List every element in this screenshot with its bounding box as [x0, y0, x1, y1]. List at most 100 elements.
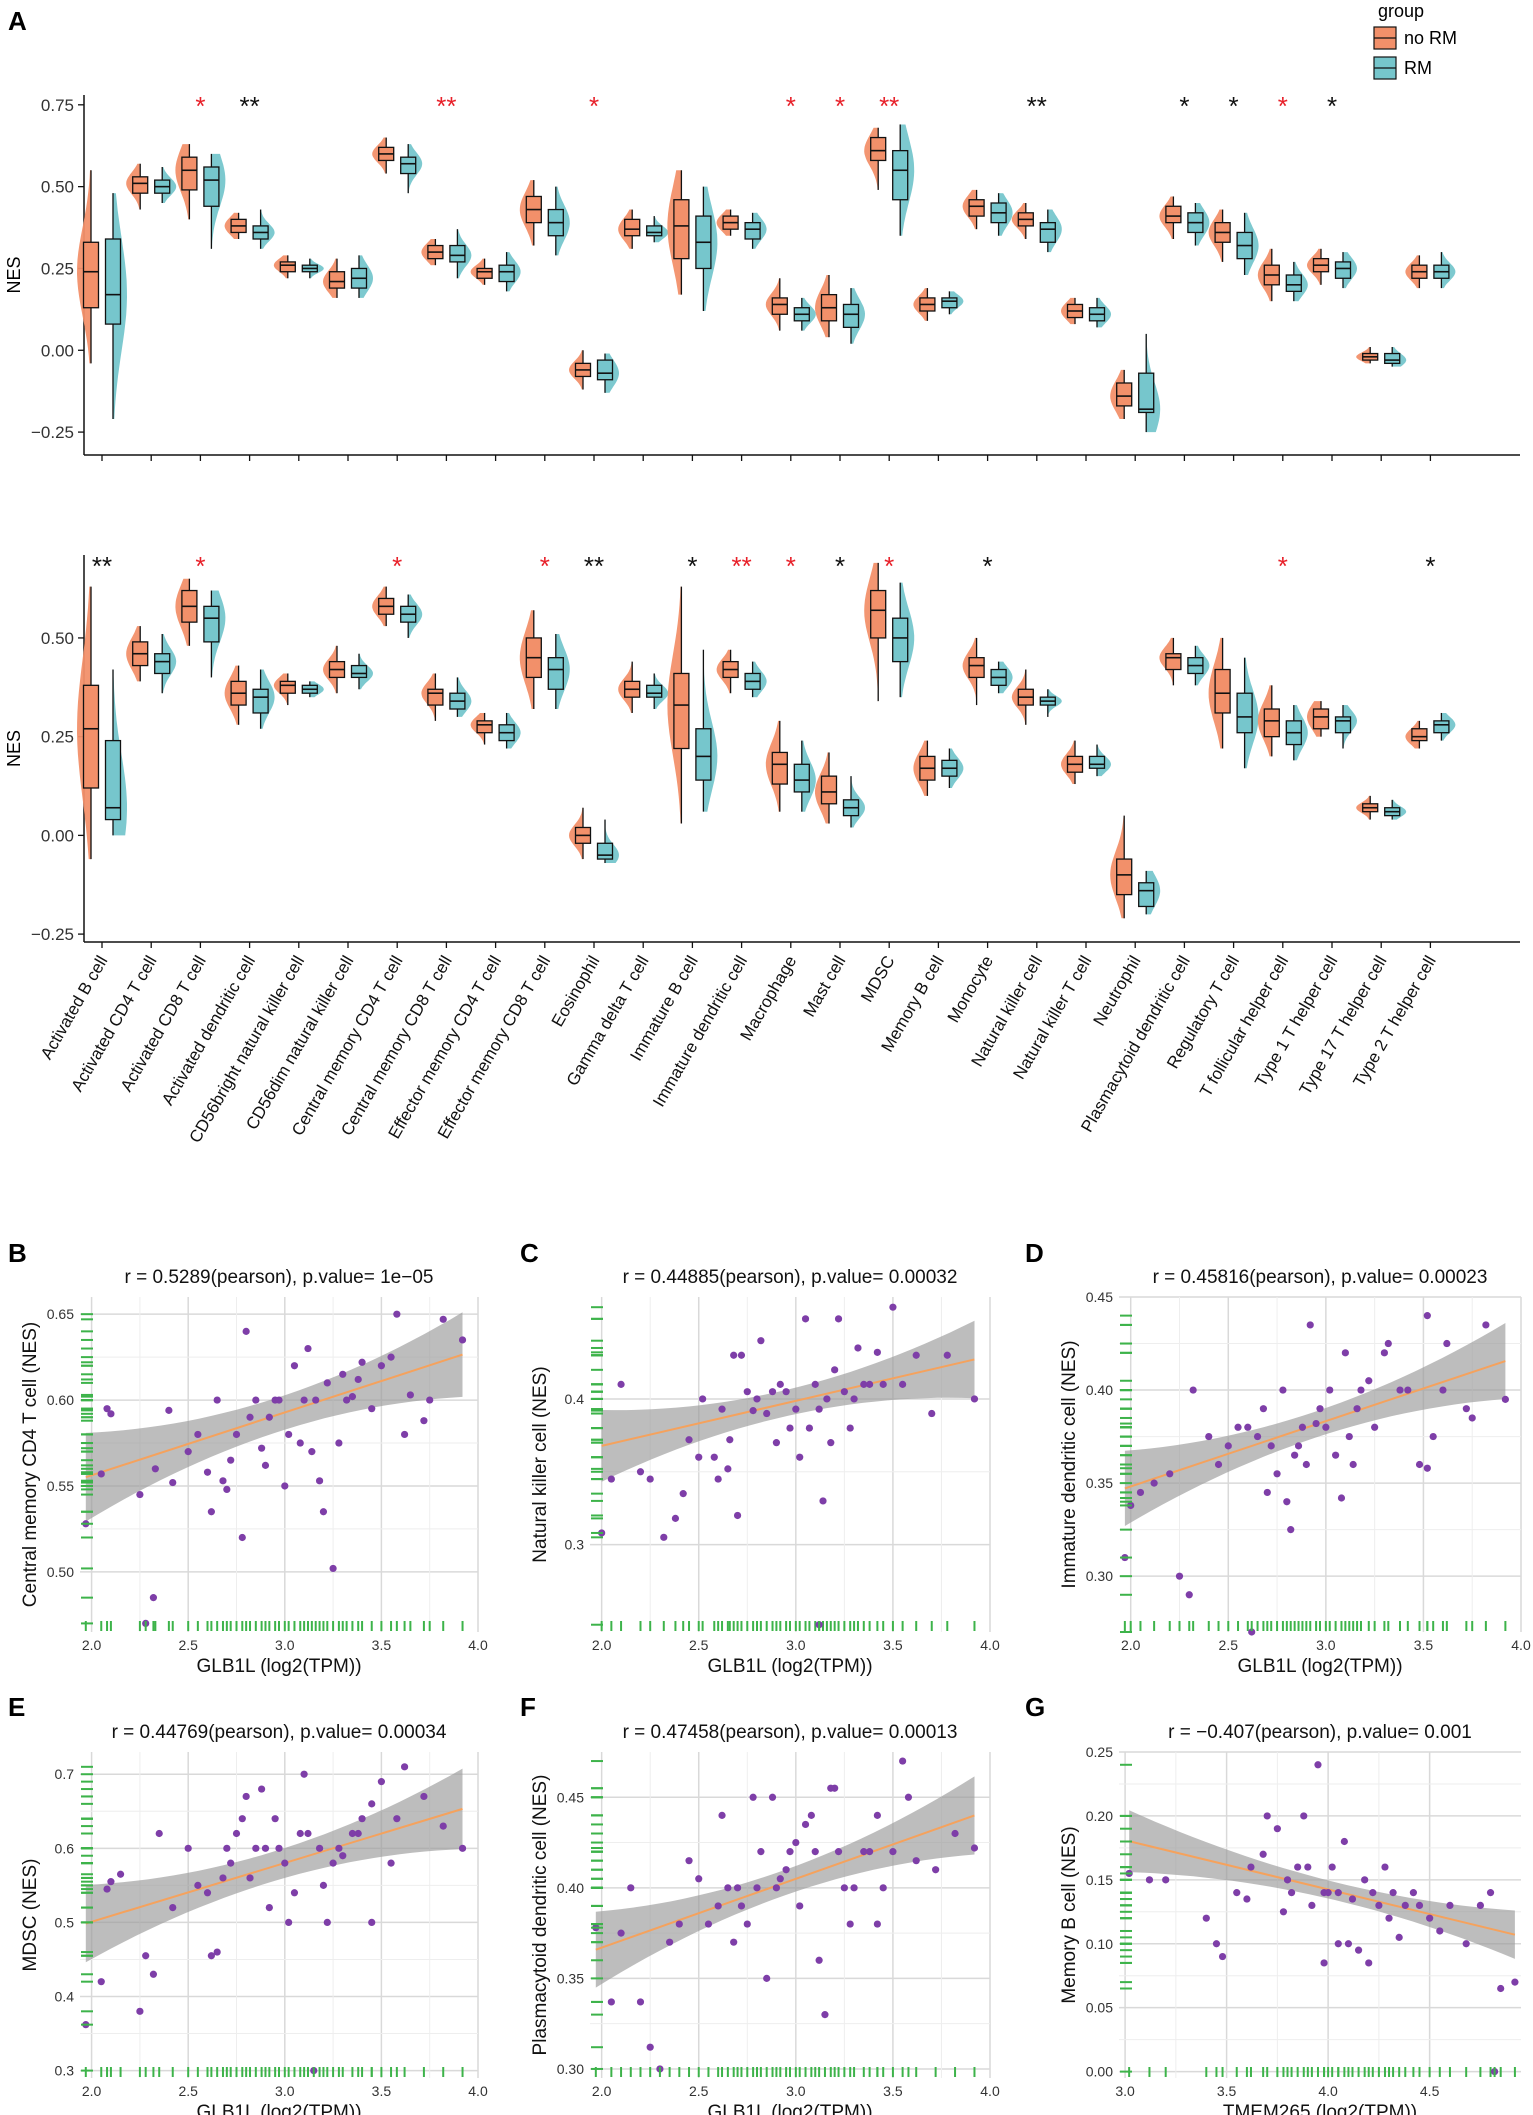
e-point [219, 1874, 227, 1882]
a-bottom-box-no-rm-activated-b-cell [82, 684, 100, 789]
b-point [290, 1362, 299, 1370]
b-point [368, 1405, 376, 1413]
c-x-tick-label: 3.0 [786, 1637, 806, 1653]
e-point [348, 1829, 357, 1838]
f-x-tick-label: 4.0 [980, 2083, 1000, 2099]
a-bottom-significance-macrophage: * [786, 551, 796, 581]
d-point [1396, 1386, 1404, 1394]
f-point [714, 1902, 722, 1910]
f-point [704, 1920, 713, 1928]
a-bottom-box-rm-regulatory-t-cell [1236, 692, 1253, 734]
g-point [1415, 1901, 1424, 1910]
f-point [792, 1838, 800, 1847]
c-point [811, 1380, 819, 1388]
f-title: r = 0.47458(pearson), p.value= 0.00013 [623, 1722, 958, 1743]
a-bottom-box-no-rm-macrophage [771, 751, 788, 785]
e-point [242, 1792, 250, 1801]
panel-b-chart: 2.0 2.5 3.0 3.5 4.0 0.50 0.55 0.60 0.65 r = 0.528… [20, 1267, 488, 1677]
g-point [1218, 1952, 1227, 1961]
b-point [400, 1430, 409, 1439]
c-point [823, 1395, 831, 1403]
e-point [358, 1815, 366, 1823]
e-y-tick-label: 0.3 [55, 2063, 75, 2079]
c-point [873, 1348, 881, 1356]
b-x-axis-label: GLB1L (log2(TPM)) [196, 1656, 361, 1677]
a-top-box-no-rm-neutrophil [1116, 382, 1133, 407]
b-y-tick-label: 0.50 [47, 1564, 74, 1580]
b-point [377, 1362, 385, 1370]
legend-label-no-rm: no RM [1404, 28, 1457, 48]
e-x-tick-label: 2.5 [178, 2083, 198, 2099]
e-point [169, 1903, 177, 1912]
f-point [636, 1998, 645, 2006]
a-bottom-box-rm-activated-b-cell [104, 739, 122, 821]
g-point [1243, 1895, 1251, 1903]
g-point [1381, 1863, 1389, 1871]
panel-g-chart: 3.0 3.5 4.0 4.5 0.00 0.05 0.10 0.15 0.20 0.25 r = … [1059, 1722, 1521, 2115]
c-y-tick-label: 0.4 [565, 1391, 585, 1407]
d-point [1341, 1349, 1349, 1357]
a-top-box-no-rm-mdsc [870, 136, 887, 162]
d-point [1279, 1386, 1287, 1394]
a-top-y-tick-label: 0.00 [41, 341, 74, 360]
g-confidence-band [1129, 1810, 1515, 1959]
e-point [400, 1763, 409, 1771]
b-point [246, 1413, 254, 1421]
e-point [304, 1829, 312, 1838]
d-point [1439, 1386, 1447, 1394]
g-point [1273, 1825, 1281, 1833]
b-point [252, 1396, 260, 1404]
a-bottom-box-no-rm-plasmacytoid-dendritic-cell [1165, 653, 1182, 671]
d-point [1259, 1405, 1268, 1413]
f-point [675, 1920, 683, 1928]
c-point [607, 1475, 615, 1483]
d-point [1312, 1419, 1320, 1428]
a-top-box-rm-mast-cell [842, 303, 860, 329]
e-point [354, 1829, 362, 1838]
f-point [912, 1857, 920, 1865]
a-bottom-box-no-rm-immature-b-cell [673, 672, 690, 750]
e-point [439, 1822, 447, 1830]
c-point [970, 1395, 979, 1403]
b-point [184, 1448, 192, 1456]
e-point [329, 1859, 337, 1867]
b-point [285, 1430, 293, 1439]
d-point [1273, 1470, 1281, 1478]
d-point [1353, 1405, 1361, 1413]
a-top-y-tick-label: 0.50 [41, 178, 74, 197]
g-x-tick-label: 3.0 [1115, 2083, 1135, 2099]
f-fit-line [595, 1814, 975, 1951]
f-point [899, 1757, 907, 1765]
f-point [730, 1938, 738, 1946]
b-point [223, 1485, 231, 1494]
g-point [1314, 1761, 1322, 1769]
b-point [258, 1444, 266, 1452]
c-point [743, 1388, 751, 1396]
d-point [1136, 1488, 1145, 1497]
g-point [1287, 1889, 1296, 1897]
a-top-y-tick-label: 0.75 [41, 96, 74, 115]
a-top-box-rm-central-memory-cd8-t-cell [449, 244, 466, 263]
c-point [671, 1514, 680, 1522]
d-point [1423, 1464, 1431, 1472]
a-bottom-box-rm-cd56dim-natural-killer-cell [350, 664, 368, 679]
f-point [607, 1998, 615, 2006]
f-point [617, 1929, 625, 1937]
b-point [207, 1508, 215, 1516]
a-top-box-rm-neutrophil [1138, 372, 1155, 414]
panel-letter-c: C [520, 1238, 539, 1268]
g-x-tick-label: 4.5 [1420, 2083, 1440, 2099]
c-point [889, 1303, 897, 1311]
c-point [710, 1453, 718, 1461]
a-top-box-no-rm-cd56dim-natural-killer-cell [328, 271, 346, 289]
e-point [149, 1970, 158, 1978]
f-point [873, 1811, 881, 1819]
panel-letter-f: F [520, 1692, 536, 1722]
g-point [1375, 1901, 1383, 1910]
b-point [323, 1379, 331, 1387]
a-bottom-box-rm-activated-cd8-t-cell [203, 605, 220, 643]
a-bottom-y-tick-label: 0.00 [41, 826, 74, 845]
e-x-tick-label: 3.5 [372, 2083, 392, 2099]
d-y-tick-label: 0.45 [1086, 1289, 1113, 1305]
g-point [1247, 1863, 1255, 1871]
